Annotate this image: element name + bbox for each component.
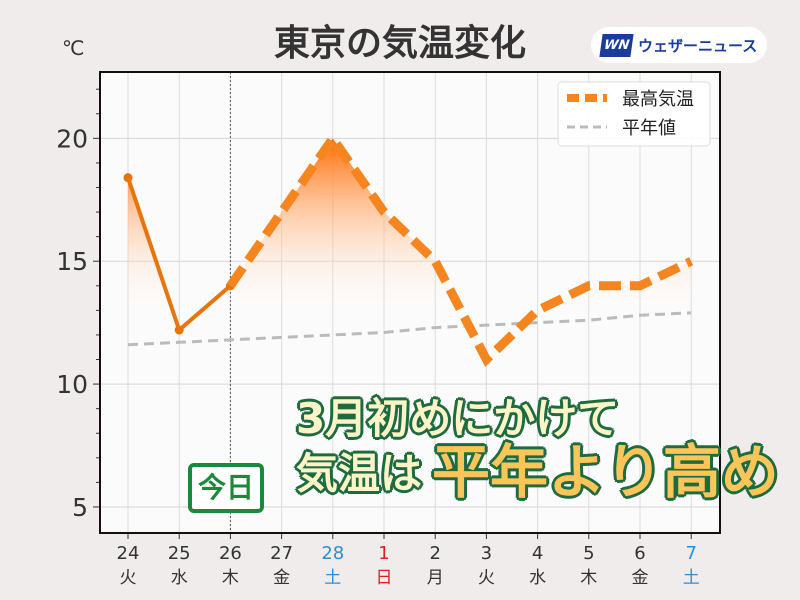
x-tick-day: 4 (532, 543, 543, 564)
weathernews-logo: WN ウェザーニュース (591, 27, 767, 63)
x-tick-weekday: 火 (478, 568, 495, 588)
observed-point (123, 173, 133, 183)
x-tick-day: 6 (634, 543, 645, 564)
x-tick-day: 2 (429, 543, 440, 564)
y-tick-label: 10 (56, 370, 88, 399)
x-tick-weekday: 木 (222, 568, 239, 588)
x-tick-weekday: 火 (120, 568, 137, 588)
x-tick-day: 28 (321, 543, 344, 564)
x-tick-weekday: 金 (273, 568, 290, 588)
x-tick-day: 1 (378, 543, 389, 564)
y-tick-label: 20 (56, 124, 88, 153)
x-tick-weekday: 水 (529, 568, 546, 588)
logo-text: ウェザーニュース (637, 36, 758, 55)
x-tick-weekday: 月 (427, 568, 444, 588)
x-tick-day: 3 (481, 543, 492, 564)
forecast-high-line (226, 130, 694, 367)
x-tick-weekday: 水 (171, 568, 188, 588)
x-tick-day: 25 (168, 543, 191, 564)
annotation-line-2b: 平年より高め (432, 438, 779, 506)
x-tick-weekday: 木 (580, 568, 597, 588)
normal-temperature-line (127, 311, 692, 347)
x-tick-day: 5 (583, 543, 594, 564)
legend-label: 平年値 (622, 118, 676, 139)
y-axis-unit: ℃ (62, 36, 85, 60)
legend-label: 最高気温 (622, 89, 694, 110)
x-tick-weekday: 土 (683, 568, 700, 588)
x-tick-day: 24 (117, 543, 140, 564)
x-tick-day: 7 (685, 543, 696, 564)
chart-title: 東京の気温変化 (273, 23, 526, 64)
annotation-line-2a: 気温は (296, 449, 423, 498)
plot-border (99, 71, 721, 534)
y-tick-label: 5 (72, 493, 88, 522)
annotation-line-1: 3月初めにかけて (296, 394, 620, 443)
x-tick-weekday: 日 (376, 568, 393, 588)
x-tick-weekday: 土 (324, 568, 341, 588)
x-tick-day: 26 (219, 543, 242, 564)
today-badge: 今日 (188, 463, 265, 513)
y-tick-label: 15 (56, 247, 88, 276)
x-tick-day: 27 (270, 543, 293, 564)
observed-point (174, 325, 184, 335)
x-tick-weekday: 金 (632, 568, 649, 588)
